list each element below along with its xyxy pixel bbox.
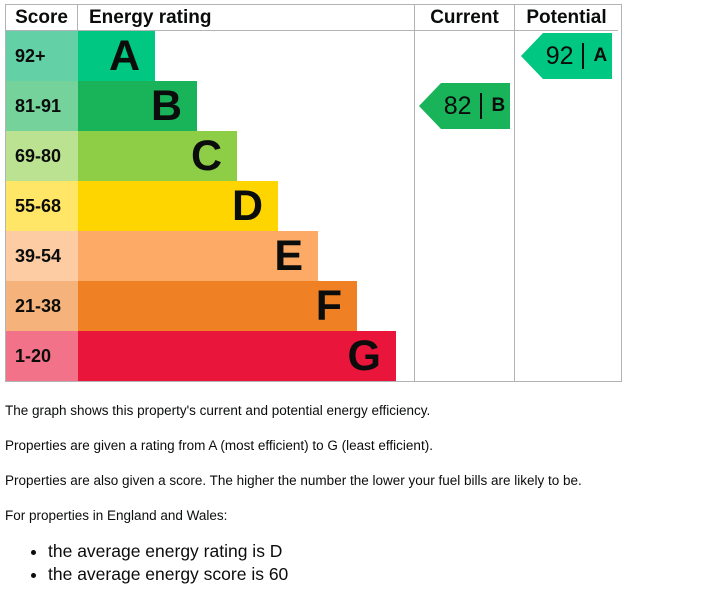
arrow-score-value: 82 <box>443 91 472 120</box>
rating-band-row: C <box>78 131 414 181</box>
score-range-cell: 55-68 <box>6 181 78 231</box>
bullet-item: the average energy rating is D <box>48 540 703 563</box>
potential-column-body: 92 A <box>515 31 618 381</box>
score-column-header: Score <box>6 5 78 31</box>
description-paragraph: For properties in England and Wales: <box>5 508 228 523</box>
score-range-cell: 39-54 <box>6 231 78 281</box>
arrow-rating-letter: B <box>491 95 506 116</box>
arrow-divider <box>581 43 584 69</box>
description-section: The graph shows this property's current … <box>0 403 703 524</box>
potential-column-header: Potential <box>515 5 618 31</box>
rating-band-letter: F <box>315 281 342 330</box>
rating-band-bar: E <box>78 231 318 281</box>
rating-band-letter: A <box>108 31 140 80</box>
score-range-cell: 21-38 <box>6 281 78 331</box>
rating-band-bar: D <box>78 181 278 231</box>
potential-column: Potential 92 A <box>514 5 618 381</box>
score-range-cell: 92+ <box>6 31 78 81</box>
energy-rating-column-body: A B C D E F G <box>78 31 414 381</box>
current-column: Current 82 B <box>414 5 514 381</box>
arrow-divider <box>479 93 482 119</box>
description-paragraph: The graph shows this property's current … <box>5 403 431 418</box>
rating-band-row: D <box>78 181 414 231</box>
current-column-header: Current <box>415 5 514 31</box>
rating-band-letter: E <box>274 231 303 280</box>
rating-band-bar: F <box>78 281 357 331</box>
rating-band-letter: C <box>190 131 222 180</box>
score-range-cell: 1-20 <box>6 331 78 381</box>
rating-band-row: A <box>78 31 414 81</box>
score-column: Score 92+ 81-91 69-80 55-68 39-54 21-38 1-20 <box>6 5 78 381</box>
average-values-list: the average energy rating is Dthe averag… <box>5 540 703 586</box>
rating-band-letter: D <box>231 181 263 230</box>
rating-band-row: E <box>78 231 414 281</box>
rating-band-bar: C <box>78 131 237 181</box>
rating-band-row: G <box>78 331 414 381</box>
arrow-score-value: 92 <box>545 41 574 70</box>
score-range-cell: 81-91 <box>6 81 78 131</box>
description-paragraph: Properties are also given a score. The h… <box>5 473 582 488</box>
bullet-item: the average energy score is 60 <box>48 563 703 586</box>
arrow-rating-letter: A <box>593 45 608 66</box>
rating-pointer-arrow: 92 A <box>521 33 612 79</box>
rating-band-row: F <box>78 281 414 331</box>
current-column-body: 82 B <box>415 31 514 381</box>
energy-rating-column-header: Energy rating <box>78 5 414 31</box>
rating-band-letter: B <box>150 81 182 130</box>
rating-band-bar: G <box>78 331 396 381</box>
rating-pointer-arrow: 82 B <box>419 83 510 129</box>
description-paragraph: Properties are given a rating from A (mo… <box>5 438 433 453</box>
rating-band-bar: B <box>78 81 197 131</box>
rating-band-bar: A <box>78 31 155 81</box>
energy-rating-column: Energy rating A B C D E F G <box>78 5 414 381</box>
rating-band-letter: G <box>347 331 381 380</box>
score-range-cell: 69-80 <box>6 131 78 181</box>
score-column-body: 92+ 81-91 69-80 55-68 39-54 21-38 1-20 <box>6 31 78 381</box>
rating-band-row: B <box>78 81 414 131</box>
epc-rating-page: Score 92+ 81-91 69-80 55-68 39-54 21-38 1-20 E… <box>0 4 703 586</box>
energy-rating-graph: Score 92+ 81-91 69-80 55-68 39-54 21-38 1-20 E… <box>5 4 622 382</box>
